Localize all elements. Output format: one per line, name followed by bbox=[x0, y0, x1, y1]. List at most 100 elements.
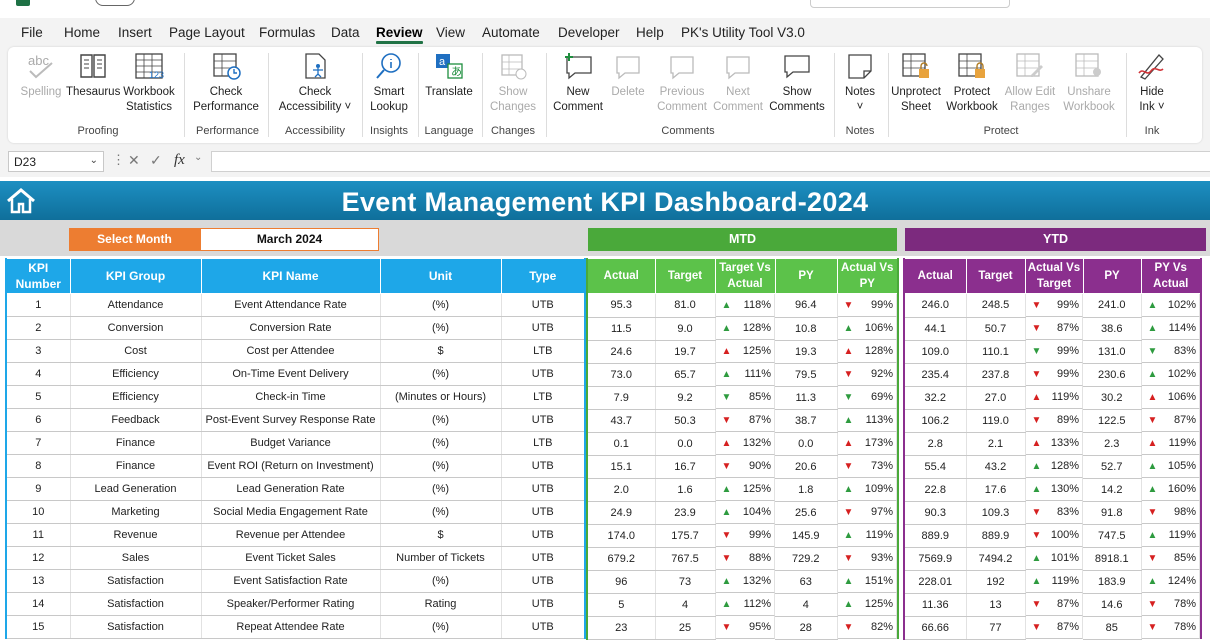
next-comment-button[interactable]: Next Comment bbox=[710, 51, 766, 115]
ytd-py-cell[interactable]: 241.0 bbox=[1083, 293, 1142, 318]
ytd-target-cell[interactable]: 27.0 bbox=[966, 386, 1026, 410]
ytd-actual-vs-target-cell[interactable]: ▲ 119% bbox=[1025, 570, 1083, 593]
mtd-py-cell[interactable]: 96.4 bbox=[775, 293, 838, 318]
kpi-number-cell[interactable]: 8 bbox=[6, 454, 71, 478]
mtd-target-cell[interactable]: 19.7 bbox=[655, 340, 716, 364]
kpi-number-cell[interactable]: 9 bbox=[6, 477, 71, 501]
ytd-py-cell[interactable]: 230.6 bbox=[1083, 363, 1142, 387]
kpi-number-cell[interactable]: 1 bbox=[6, 293, 71, 317]
ytd-target-cell[interactable]: 119.0 bbox=[966, 409, 1026, 433]
enter-check-icon[interactable]: ✓ bbox=[150, 152, 162, 168]
ytd-py-vs-actual-cell[interactable]: ▲ 106% bbox=[1141, 386, 1200, 409]
mtd-actual-vs-py-cell[interactable]: ▼ 69% bbox=[837, 386, 897, 409]
ytd-actual-cell[interactable]: 90.3 bbox=[904, 501, 967, 525]
kpi-name-cell[interactable]: Lead Generation Rate bbox=[201, 477, 381, 501]
ytd-actual-cell[interactable]: 2.8 bbox=[904, 432, 967, 456]
mtd-target-vs-actual-cell[interactable]: ▼ 95% bbox=[715, 616, 775, 639]
tab-insert[interactable]: Insert bbox=[118, 25, 152, 40]
mtd-target-vs-actual-cell[interactable]: ▼ 99% bbox=[715, 524, 775, 547]
ytd-actual-vs-target-cell[interactable]: ▲ 128% bbox=[1025, 455, 1083, 478]
ytd-py-vs-actual-cell[interactable]: ▲ 124% bbox=[1141, 570, 1200, 593]
ytd-py-cell[interactable]: 14.2 bbox=[1083, 478, 1142, 502]
ytd-actual-cell[interactable]: 889.9 bbox=[904, 524, 967, 548]
ytd-actual-cell[interactable]: 44.1 bbox=[904, 317, 967, 341]
kpi-name-cell[interactable]: Revenue per Attendee bbox=[201, 523, 381, 547]
ytd-actual-vs-target-cell[interactable]: ▲ 101% bbox=[1025, 547, 1083, 570]
ytd-target-cell[interactable]: 110.1 bbox=[966, 340, 1026, 364]
mtd-py-cell[interactable]: 20.6 bbox=[775, 455, 838, 479]
tab-automate[interactable]: Automate bbox=[482, 25, 540, 40]
mtd-py-cell[interactable]: 63 bbox=[775, 570, 838, 594]
mtd-actual-cell[interactable]: 15.1 bbox=[587, 455, 656, 479]
mtd-target-cell[interactable]: 1.6 bbox=[655, 478, 716, 502]
ytd-target-cell[interactable]: 237.8 bbox=[966, 363, 1026, 387]
mtd-target-cell[interactable]: 9.0 bbox=[655, 317, 716, 341]
hide-ink-button[interactable]: Hide Ink ˅ bbox=[1130, 51, 1174, 115]
type-cell[interactable]: UTB bbox=[501, 477, 586, 501]
ytd-actual-cell[interactable]: 109.0 bbox=[904, 340, 967, 364]
cancel-icon[interactable]: ✕ bbox=[128, 152, 140, 168]
tab-data[interactable]: Data bbox=[331, 25, 360, 40]
mtd-actual-cell[interactable]: 11.5 bbox=[587, 317, 656, 341]
mtd-target-cell[interactable]: 25 bbox=[655, 616, 716, 640]
mtd-py-cell[interactable]: 1.8 bbox=[775, 478, 838, 502]
allow-edit-ranges-button[interactable]: Allow Edit Ranges bbox=[1002, 51, 1058, 115]
mtd-target-vs-actual-cell[interactable]: ▲ 132% bbox=[715, 432, 775, 455]
kpi-number-cell[interactable]: 3 bbox=[6, 339, 71, 363]
mtd-target-cell[interactable]: 50.3 bbox=[655, 409, 716, 433]
ytd-target-cell[interactable]: 889.9 bbox=[966, 524, 1026, 548]
kpi-name-cell[interactable]: On-Time Event Delivery bbox=[201, 362, 381, 386]
tab-file[interactable]: File bbox=[21, 25, 43, 40]
ytd-py-vs-actual-cell[interactable]: ▲ 114% bbox=[1141, 317, 1200, 340]
ytd-py-vs-actual-cell[interactable]: ▼ 87% bbox=[1141, 409, 1200, 432]
delete-comment-button[interactable]: Delete bbox=[608, 51, 648, 100]
ytd-py-cell[interactable]: 122.5 bbox=[1083, 409, 1142, 433]
kpi-name-cell[interactable]: Repeat Attendee Rate bbox=[201, 615, 381, 639]
mtd-actual-vs-py-cell[interactable]: ▲ 151% bbox=[837, 570, 897, 593]
mtd-py-cell[interactable]: 4 bbox=[775, 593, 838, 617]
mtd-target-vs-actual-cell[interactable]: ▲ 132% bbox=[715, 570, 775, 593]
mtd-target-cell[interactable]: 65.7 bbox=[655, 363, 716, 387]
type-cell[interactable]: UTB bbox=[501, 523, 586, 547]
ytd-actual-vs-target-cell[interactable]: ▼ 99% bbox=[1025, 340, 1083, 363]
insert-function-icon[interactable]: fx bbox=[174, 152, 185, 168]
type-cell[interactable]: UTB bbox=[501, 362, 586, 386]
type-cell[interactable]: LTB bbox=[501, 339, 586, 363]
kpi-number-cell[interactable]: 2 bbox=[6, 316, 71, 340]
kpi-number-cell[interactable]: 10 bbox=[6, 500, 71, 524]
kpi-group-cell[interactable]: Cost bbox=[70, 339, 202, 363]
ytd-py-vs-actual-cell[interactable]: ▼ 78% bbox=[1141, 616, 1200, 639]
ytd-py-cell[interactable]: 8918.1 bbox=[1083, 547, 1142, 571]
kpi-name-cell[interactable]: Event Attendance Rate bbox=[201, 293, 381, 317]
type-cell[interactable]: UTB bbox=[501, 500, 586, 524]
ytd-actual-cell[interactable]: 7569.9 bbox=[904, 547, 967, 571]
ytd-target-cell[interactable]: 77 bbox=[966, 616, 1026, 640]
ytd-target-cell[interactable]: 13 bbox=[966, 593, 1026, 617]
ytd-py-cell[interactable]: 14.6 bbox=[1083, 593, 1142, 617]
tab-formulas[interactable]: Formulas bbox=[259, 25, 316, 40]
unit-cell[interactable]: (%) bbox=[380, 316, 502, 340]
type-cell[interactable]: UTB bbox=[501, 569, 586, 593]
ytd-py-vs-actual-cell[interactable]: ▲ 105% bbox=[1141, 455, 1200, 478]
ytd-actual-cell[interactable]: 22.8 bbox=[904, 478, 967, 502]
ytd-target-cell[interactable]: 2.1 bbox=[966, 432, 1026, 456]
tab-review[interactable]: Review bbox=[376, 25, 423, 44]
protect-workbook-button[interactable]: Protect Workbook bbox=[944, 51, 1000, 115]
mtd-target-cell[interactable]: 81.0 bbox=[655, 293, 716, 318]
name-box[interactable]: D23 ⌄ bbox=[8, 151, 104, 172]
show-changes-button[interactable]: Show Changes bbox=[486, 51, 540, 115]
ytd-target-cell[interactable]: 109.3 bbox=[966, 501, 1026, 525]
ytd-actual-cell[interactable]: 228.01 bbox=[904, 570, 967, 594]
ytd-py-cell[interactable]: 747.5 bbox=[1083, 524, 1142, 548]
spelling-button[interactable]: abc Spelling bbox=[20, 53, 62, 98]
unit-cell[interactable]: (%) bbox=[380, 408, 502, 432]
kpi-number-cell[interactable]: 13 bbox=[6, 569, 71, 593]
type-cell[interactable]: LTB bbox=[501, 431, 586, 455]
ytd-target-cell[interactable]: 17.6 bbox=[966, 478, 1026, 502]
mtd-target-vs-actual-cell[interactable]: ▲ 111% bbox=[715, 363, 775, 386]
ytd-py-cell[interactable]: 91.8 bbox=[1083, 501, 1142, 525]
type-cell[interactable]: UTB bbox=[501, 592, 586, 616]
ytd-actual-vs-target-cell[interactable]: ▼ 87% bbox=[1025, 317, 1083, 340]
mtd-actual-cell[interactable]: 0.1 bbox=[587, 432, 656, 456]
